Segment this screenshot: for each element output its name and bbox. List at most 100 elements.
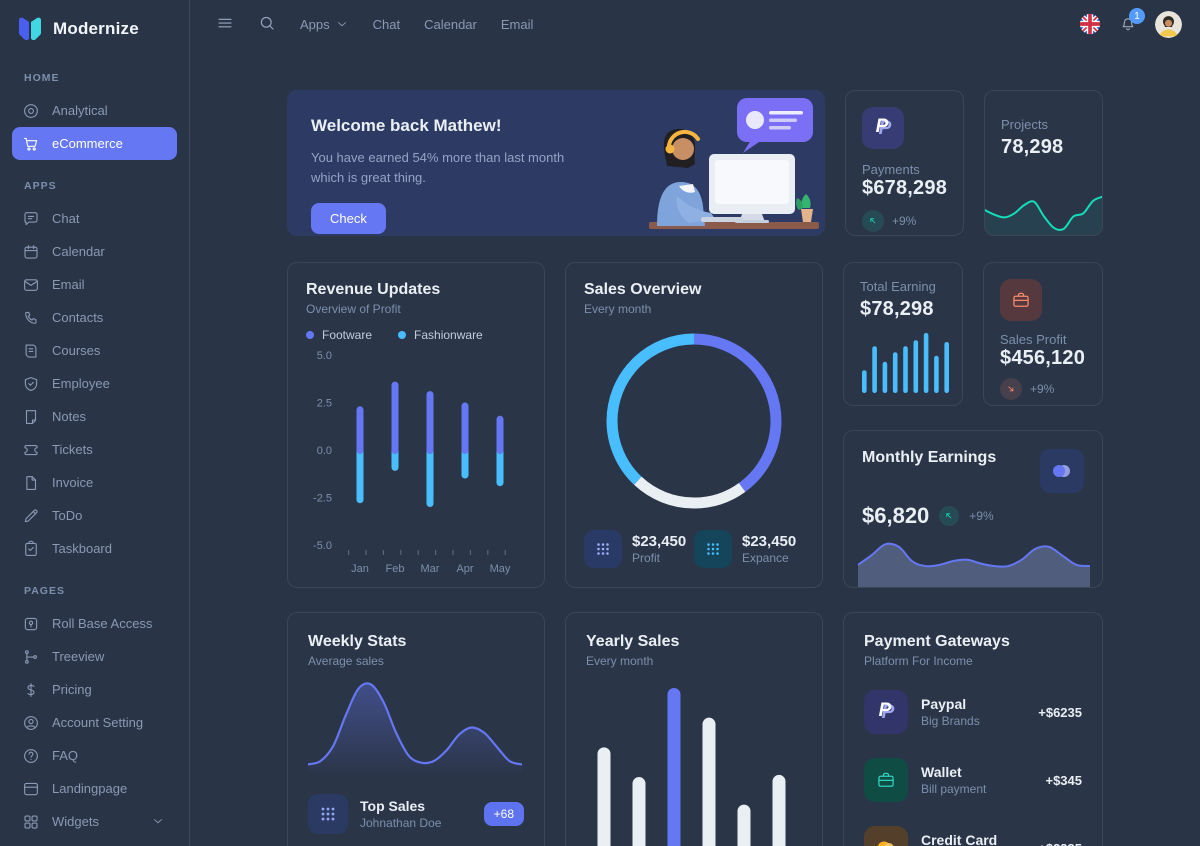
sidebar-item-todo[interactable]: ToDo [12, 499, 177, 532]
sidebar-item-faq[interactable]: FAQ [12, 739, 177, 772]
sidebar-item-label: eCommerce [52, 136, 123, 151]
search-icon[interactable] [258, 14, 278, 34]
topnav-link-chat[interactable]: Chat [373, 17, 400, 32]
svg-text:Mar: Mar [421, 563, 440, 575]
phone-icon [22, 309, 40, 327]
total-earning-chart [860, 329, 954, 393]
yearly-sales-chart [586, 680, 802, 846]
monthly-earnings-title: Monthly Earnings [862, 449, 997, 466]
topnav-link-apps[interactable]: Apps [300, 17, 349, 32]
svg-text:Jan: Jan [351, 563, 369, 575]
sidebar-item-taskboard[interactable]: Taskboard [12, 532, 177, 565]
sidebar-item-invoice[interactable]: Invoice [12, 466, 177, 499]
gateway-row[interactable]: P P Paypal Big Brands +$6235 [864, 688, 1082, 736]
dots-grid-icon [584, 530, 622, 568]
gateway-row[interactable]: Wallet Bill payment +$345 [864, 756, 1082, 804]
calendar-icon [22, 243, 40, 261]
revenue-legend: Footware Fashionware [306, 328, 526, 342]
stat-label: Profit [632, 551, 661, 565]
topnav-link-label: Email [500, 16, 534, 32]
sidebar-item-account-setting[interactable]: Account Setting [12, 706, 177, 739]
language-flag-icon[interactable] [1079, 13, 1101, 35]
nav-section-title: HOME [24, 72, 60, 84]
sidebar-item-chat[interactable]: Chat [12, 202, 177, 235]
main-content: Welcome back Mathew! You have earned 54%… [190, 48, 1200, 846]
yearly-sales-subtitle: Every month [586, 654, 654, 668]
avatar[interactable] [1155, 10, 1182, 38]
clipboard-icon [22, 540, 40, 558]
sidebar-item-treeview[interactable]: Treeview [12, 640, 177, 673]
sidebar-item-tickets[interactable]: Tickets [12, 433, 177, 466]
sales-profit-delta: +9% [1030, 382, 1055, 396]
topnav-link-email[interactable]: Email [501, 17, 534, 32]
sidebar-item-landingpage[interactable]: Landingpage [12, 772, 177, 805]
double-circle-icon [1053, 465, 1070, 477]
sales-profit-card: Sales Profit $456,120 +9% [983, 262, 1103, 406]
trend-up-icon [862, 210, 884, 232]
sidebar-item-label: FAQ [52, 748, 79, 763]
sidebar-item-label: Email [52, 277, 85, 292]
topnav-link-calendar[interactable]: Calendar [424, 17, 477, 32]
layout-icon [22, 780, 40, 798]
sidebar-item-label: Account Setting [52, 715, 144, 730]
revenue-title: Revenue Updates [306, 281, 441, 298]
brand-logo-icon [19, 17, 41, 41]
sidebar-item-label: Chat [52, 211, 80, 226]
sidebar-item-widgets[interactable]: Widgets [12, 805, 177, 838]
sidebar-item-calendar[interactable]: Calendar [12, 235, 177, 268]
projects-label: Projects [1001, 117, 1048, 132]
sidebar-item-roll-base-access[interactable]: Roll Base Access [12, 607, 177, 640]
gateway-name: Credit Card [921, 832, 998, 846]
svg-text:-5.0: -5.0 [313, 540, 332, 552]
stat-value: $23,450 [742, 533, 797, 550]
sidebar-item-email[interactable]: Email [12, 268, 177, 301]
sidebar-item-analytical[interactable]: Analytical [12, 94, 177, 127]
svg-text:May: May [490, 563, 511, 575]
briefcase-icon [1000, 279, 1042, 321]
dots-grid-icon [694, 530, 732, 568]
sidebar-nav: HOME Analytical eCommerce APPS Chat Calendar E… [0, 72, 189, 838]
topnav-link-label: Chat [372, 16, 401, 32]
gateway-row[interactable]: Credit CardMoney reversed+$2235 [864, 824, 1082, 846]
menu-icon[interactable] [216, 14, 236, 34]
sales-overview-stat: $23,450 Profit [584, 530, 694, 568]
pencil-icon [22, 507, 40, 525]
sidebar-item-employee[interactable]: Employee [12, 367, 177, 400]
currency-toggle-button[interactable] [1040, 449, 1084, 493]
total-earning-label: Total Earning [860, 279, 936, 294]
chat-bubble-graphic [737, 98, 813, 153]
sidebar-item-contacts[interactable]: Contacts [12, 301, 177, 334]
revenue-updates-card: Revenue Updates Overview of Profit Footw… [287, 262, 545, 588]
dollar-icon [22, 681, 40, 699]
top-sales-title: Top Sales [360, 798, 426, 814]
stat-value: $23,450 [632, 533, 687, 550]
sidebar-item-courses[interactable]: Courses [12, 334, 177, 367]
credit-card-icon [864, 826, 908, 846]
gateway-amount: +$2235 [1038, 841, 1082, 846]
sidebar-item-label: Landingpage [52, 781, 128, 796]
sidebar-item-notes[interactable]: Notes [12, 400, 177, 433]
legend-label: Fashionware [414, 328, 483, 342]
yearly-sales-card: Yearly Sales Every month [565, 612, 823, 846]
welcome-illustration [649, 98, 819, 229]
notification-badge: 1 [1129, 8, 1145, 24]
svg-text:-2.5: -2.5 [313, 493, 332, 505]
sidebar-item-label: Widgets [52, 814, 99, 829]
sidebar-item-ecommerce[interactable]: eCommerce [12, 127, 177, 160]
wallet-icon [864, 758, 908, 802]
check-button[interactable]: Check [311, 203, 386, 234]
sales-overview-card: Sales Overview Every month $23,450 Profit… [565, 262, 823, 588]
aperture-icon [22, 102, 40, 120]
person-graphic [657, 128, 743, 226]
welcome-message: You have earned 54% more than last month… [311, 150, 565, 185]
gateway-desc: Bill payment [921, 782, 987, 796]
cart-icon [22, 135, 40, 153]
sidebar-item-pricing[interactable]: Pricing [12, 673, 177, 706]
brand-logo[interactable]: Modernize [0, 0, 189, 52]
dots-grid-icon [308, 794, 348, 834]
sidebar-item-label: Treeview [52, 649, 105, 664]
sidebar-item-label: Calendar [52, 244, 105, 259]
notifications-button[interactable]: 1 [1119, 8, 1145, 33]
welcome-banner: Welcome back Mathew! You have earned 54%… [287, 90, 825, 236]
sidebar-item-label: Analytical [52, 103, 108, 118]
